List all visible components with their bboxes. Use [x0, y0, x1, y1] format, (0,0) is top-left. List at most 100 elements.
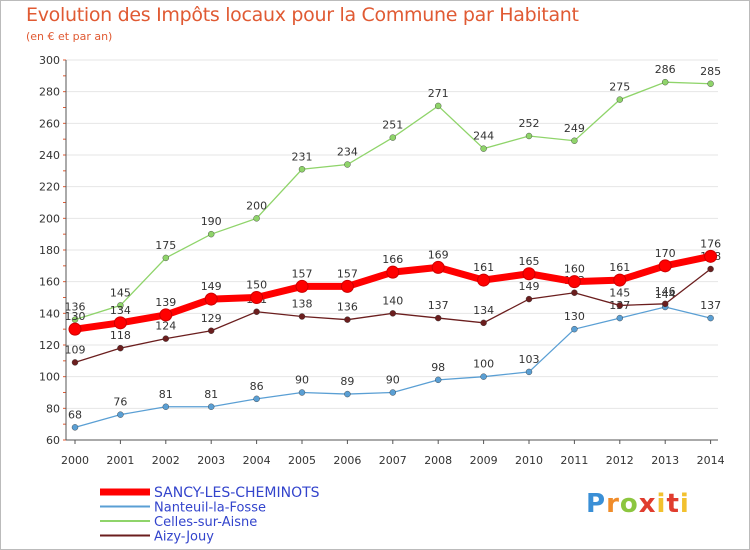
data-label: 136 — [337, 301, 358, 314]
data-label: 130 — [65, 310, 86, 323]
data-point — [344, 390, 351, 398]
data-point — [162, 335, 170, 342]
legend-label-sancy-les-cheminots: SANCY-LES-CHEMINOTS — [154, 485, 320, 501]
data-label: 90 — [295, 374, 309, 387]
data-point — [117, 411, 124, 418]
data-label: 130 — [564, 310, 585, 323]
data-label: 157 — [337, 267, 358, 280]
data-point — [117, 302, 124, 309]
data-point — [435, 102, 442, 110]
data-point — [662, 78, 669, 86]
data-point — [616, 314, 623, 322]
data-label: 190 — [201, 215, 222, 228]
data-label: 137 — [700, 299, 721, 312]
x-tick-label: 2005 — [288, 454, 316, 467]
data-point — [480, 319, 487, 327]
data-point — [344, 161, 351, 168]
data-label: 145 — [609, 286, 630, 299]
data-point — [435, 314, 442, 322]
data-label: 98 — [431, 361, 445, 374]
data-point — [571, 137, 578, 144]
data-label: 252 — [519, 117, 540, 130]
legend-label-nanteuil-la-fosse: Nanteuil-la-Fosse — [154, 501, 266, 516]
data-point — [117, 344, 124, 352]
data-point — [477, 273, 491, 287]
y-tick-label: 280 — [39, 86, 60, 99]
data-label: 231 — [292, 150, 313, 163]
data-point — [525, 295, 533, 303]
data-label: 139 — [155, 296, 176, 309]
data-point — [616, 302, 623, 309]
y-tick-label: 200 — [39, 212, 60, 225]
data-point — [525, 132, 533, 140]
x-tick-label: 2008 — [424, 454, 452, 467]
data-label: 165 — [519, 255, 540, 268]
y-tick-label: 120 — [39, 339, 60, 352]
data-label: 140 — [382, 294, 403, 307]
data-label: 251 — [382, 119, 403, 132]
x-tick-label: 2014 — [697, 454, 725, 467]
data-label: 200 — [246, 199, 267, 212]
data-point — [431, 260, 445, 274]
data-point — [707, 80, 714, 87]
data-label: 144 — [655, 288, 676, 301]
data-point — [162, 254, 170, 262]
x-tick-label: 2002 — [152, 454, 180, 467]
data-label: 100 — [473, 358, 494, 371]
x-tick-label: 2000 — [61, 454, 89, 467]
data-point — [162, 403, 170, 410]
data-label: 129 — [201, 312, 222, 325]
data-label: 138 — [292, 298, 313, 311]
data-point — [207, 403, 215, 410]
data-label: 249 — [564, 122, 585, 135]
data-label: 118 — [110, 329, 131, 342]
data-label: 176 — [700, 237, 721, 250]
y-tick-label: 60 — [46, 434, 60, 447]
data-label: 109 — [65, 343, 86, 356]
data-label: 150 — [246, 279, 267, 292]
data-label: 137 — [428, 299, 449, 312]
data-point — [658, 259, 672, 273]
data-label: 271 — [428, 87, 449, 100]
series-sancy-les-cheminots: 130 134 139 149 150 157 157 166 169 161 165 160 161 1… — [65, 237, 721, 336]
data-point — [704, 249, 718, 263]
data-point — [298, 313, 306, 320]
data-point — [204, 292, 218, 306]
y-tick-label: 180 — [39, 244, 60, 257]
x-tick-label: 2003 — [197, 454, 225, 467]
data-point — [298, 166, 306, 173]
y-tick-label: 160 — [39, 276, 60, 289]
data-point — [298, 389, 306, 396]
data-point — [253, 215, 260, 222]
data-label: 170 — [655, 247, 676, 260]
data-label: 275 — [609, 81, 630, 94]
series-celles-sur-aisne: 136 145 175 190 200 231 234 251 271 244 252 249 275 2… — [65, 63, 721, 323]
data-point — [571, 289, 578, 296]
data-label: 136 — [65, 301, 86, 314]
data-label: 81 — [159, 388, 173, 401]
data-label: 160 — [564, 263, 585, 276]
x-tick-label: 2009 — [470, 454, 498, 467]
data-point — [389, 389, 396, 396]
data-label: 124 — [155, 320, 176, 333]
x-tick-label: 2006 — [333, 454, 361, 467]
data-point — [113, 316, 127, 330]
data-label: 169 — [428, 248, 449, 261]
legend: SANCY-LES-CHEMINOTSNanteuil-la-FosseCell… — [100, 485, 320, 545]
y-tick-label: 140 — [39, 307, 60, 320]
data-point — [295, 279, 309, 293]
y-tick-label: 240 — [39, 149, 60, 162]
data-label: 90 — [386, 374, 400, 387]
data-point — [522, 267, 536, 281]
y-tick-label: 220 — [39, 181, 60, 194]
data-point — [71, 359, 79, 366]
data-label: 86 — [250, 380, 264, 393]
x-tick-label: 2004 — [243, 454, 271, 467]
x-tick-label: 2012 — [606, 454, 634, 467]
data-point — [159, 308, 173, 322]
data-label: 68 — [68, 408, 82, 421]
x-tick-label: 2007 — [379, 454, 407, 467]
data-point — [662, 300, 669, 308]
data-point — [253, 308, 260, 315]
